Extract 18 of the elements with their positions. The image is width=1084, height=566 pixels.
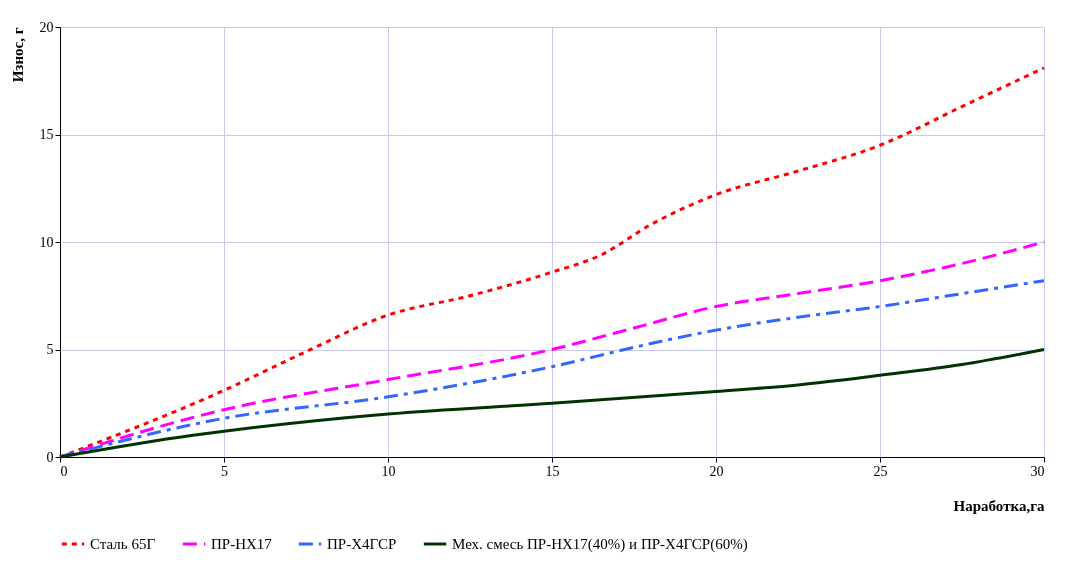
y-axis-title: Износ, г (9, 27, 26, 83)
x-tick-label: 0 (60, 463, 68, 479)
x-tick-label: 15 (545, 463, 560, 479)
x-tick-label: 20 (709, 463, 724, 479)
x-axis-title: Наработка,га (953, 497, 1045, 514)
y-tick-label: 10 (39, 234, 54, 250)
legend-label: ПР-Х4ГСР (327, 536, 397, 552)
x-tick-label: 10 (381, 463, 396, 479)
y-tick-label: 15 (39, 127, 54, 142)
y-tick-label: 5 (46, 342, 54, 357)
legend-label: ПР-НХ17 (211, 536, 273, 552)
legend-label: Мех. смесь ПР-НХ17(40%) и ПР-Х4ГСР(60%) (452, 536, 748, 553)
x-tick-label: 30 (1030, 463, 1045, 479)
y-tick-label: 0 (46, 449, 54, 465)
legend-label: Сталь 65Г (90, 536, 156, 552)
y-tick-label: 20 (39, 19, 54, 35)
x-tick-label: 5 (221, 463, 228, 479)
x-tick-label: 25 (873, 463, 888, 479)
